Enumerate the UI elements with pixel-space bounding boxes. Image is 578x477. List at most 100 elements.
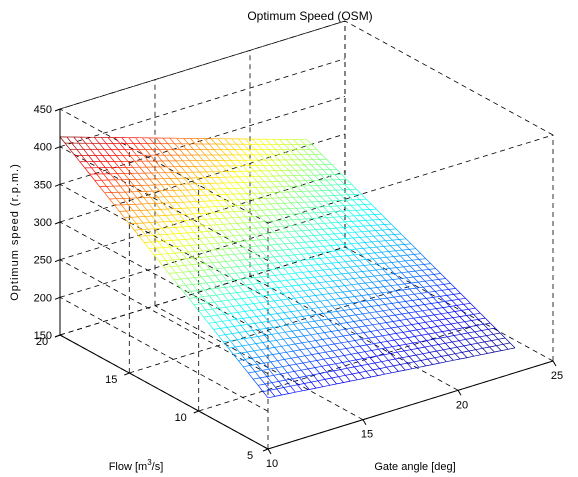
mesh-segment: [226, 280, 233, 287]
mesh-segment: [331, 164, 337, 170]
mesh-segment: [223, 160, 230, 167]
mesh-segment: [365, 258, 373, 260]
mesh-segment: [211, 154, 218, 161]
mesh-segment: [370, 375, 378, 378]
mesh-segment: [258, 138, 265, 145]
mesh-segment: [303, 224, 310, 231]
mesh-segment: [327, 174, 334, 181]
mesh-segment: [268, 367, 276, 370]
mesh-segment: [338, 262, 344, 269]
mesh-segment: [413, 317, 419, 324]
mesh-segment: [423, 263, 431, 265]
mesh-segment: [315, 228, 323, 230]
mesh-segment: [371, 348, 379, 351]
mesh-segment: [447, 312, 454, 318]
mesh-segment: [468, 350, 475, 357]
mesh-segment: [324, 377, 332, 380]
mesh-segment: [348, 271, 356, 274]
mesh-segment: [422, 286, 429, 293]
mesh-segment: [312, 373, 320, 376]
mesh-segment: [353, 254, 360, 261]
mesh-segment: [277, 243, 285, 245]
mesh-segment: [273, 300, 280, 308]
mesh-segment: [369, 209, 375, 215]
mesh-segment: [339, 279, 345, 286]
mesh-segment: [263, 244, 271, 246]
mesh-segment: [401, 313, 408, 320]
mesh-segment: [189, 271, 195, 278]
mesh-segment: [299, 348, 307, 351]
mesh-segment: [232, 306, 239, 313]
mesh-segment: [295, 317, 302, 324]
mesh-segment: [327, 234, 333, 240]
mesh-segment: [330, 357, 336, 365]
mesh-segment: [389, 228, 397, 230]
mesh-segment: [269, 389, 276, 397]
mesh-segment: [317, 164, 324, 170]
mesh-segment: [294, 343, 301, 351]
mesh-segment: [255, 227, 262, 234]
mesh-segment: [279, 326, 286, 333]
mesh-segment: [347, 341, 354, 348]
mesh-segment: [436, 284, 444, 286]
grid-line: [59, 20, 346, 110]
mesh-segment: [238, 241, 244, 248]
mesh-segment: [69, 149, 76, 156]
mesh-segment: [287, 372, 293, 380]
mesh-segment: [353, 237, 360, 239]
mesh-segment: [146, 209, 153, 217]
mesh-segment: [269, 341, 275, 348]
mesh-segment: [172, 149, 179, 156]
mesh-segment: [395, 290, 401, 297]
mesh-segment: [336, 336, 342, 344]
mesh-segment: [355, 248, 362, 255]
mesh-segment: [388, 358, 396, 361]
mesh-segment: [324, 286, 331, 289]
mesh-segment: [295, 271, 303, 274]
mesh-segment: [332, 324, 339, 331]
mesh-segment: [226, 171, 233, 178]
mesh-segment: [340, 342, 347, 349]
mesh-segment: [234, 188, 241, 195]
mesh-segment: [260, 233, 267, 240]
mesh-segment: [277, 244, 283, 251]
mesh-segment: [126, 210, 132, 218]
mesh-segment: [266, 328, 272, 335]
mesh-segment: [175, 226, 183, 228]
mesh-segment: [361, 271, 368, 278]
mesh-segment: [371, 241, 377, 248]
mesh-segment: [395, 357, 403, 360]
mesh-segment: [299, 375, 307, 378]
mesh-segment: [266, 256, 274, 258]
mesh-segment: [260, 257, 267, 259]
mesh-segment: [228, 205, 235, 212]
mesh-segment: [434, 313, 442, 316]
mesh-segment: [257, 181, 263, 188]
mesh-segment: [316, 269, 323, 272]
mesh-segment: [291, 285, 297, 292]
mesh-segment: [136, 197, 143, 205]
mesh-segment: [238, 284, 246, 287]
mesh-segment: [344, 221, 351, 228]
mesh-segment: [269, 226, 277, 228]
mesh-segment: [349, 189, 355, 195]
mesh-segment: [370, 264, 377, 271]
mesh-segment: [362, 358, 369, 365]
mesh-segment: [444, 300, 452, 302]
mesh-segment: [312, 180, 318, 186]
mesh-segment: [323, 206, 329, 213]
mesh-segment: [220, 327, 228, 329]
mesh-segment: [202, 183, 208, 190]
mesh-segment: [137, 216, 144, 224]
mesh-segment: [247, 170, 253, 177]
mesh-segment: [407, 294, 413, 301]
mesh-segment: [86, 161, 92, 169]
mesh-segment: [193, 257, 201, 259]
mesh-segment: [287, 298, 294, 306]
mesh-segment: [408, 311, 416, 314]
mesh-segment: [414, 336, 420, 343]
mesh-segment: [318, 282, 325, 289]
mesh-segment: [223, 223, 231, 225]
mesh-segment: [481, 330, 487, 336]
mesh-segment: [264, 335, 270, 342]
